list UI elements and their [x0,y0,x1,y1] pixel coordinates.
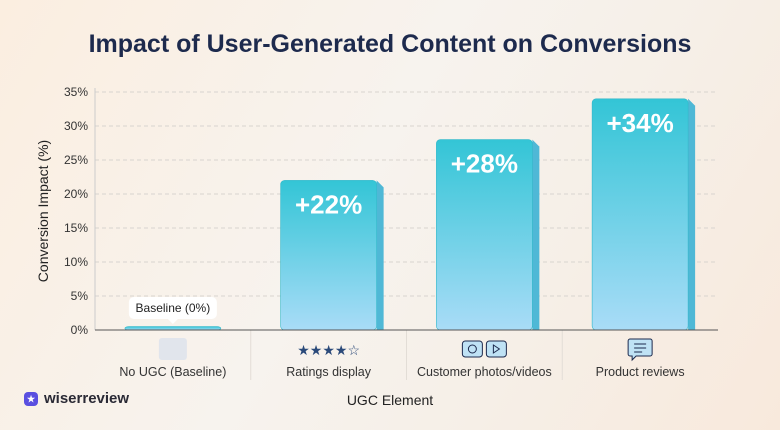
baseline-annotation: Baseline (0%) [136,301,211,315]
bar-data-label: +28% [451,149,518,179]
chat-review-icon [627,338,653,362]
x-tick-label: Customer photos/videos [417,365,552,379]
y-axis-label: Conversion Impact (%) [35,140,51,282]
y-tick-label: 20% [64,187,88,201]
bar-data-label: +34% [607,108,674,138]
camera-video-icon [461,340,483,358]
video-icon [485,340,507,358]
y-tick-label: 5% [71,289,89,303]
bar [124,326,222,331]
chart-title: Impact of User-Generated Content on Conv… [88,30,692,58]
camera-lens [467,344,477,354]
annotation-box [128,297,217,319]
y-tick-label: 15% [64,221,88,235]
star-logo-icon: ★ [24,391,38,406]
y-tick-label: 10% [64,255,88,269]
y-tick-label: 30% [64,119,88,133]
play-icon [492,344,501,354]
x-tick-label: Product reviews [596,365,685,379]
y-tick-label: 25% [64,153,88,167]
y-tick-label: 35% [64,85,88,99]
bar-data-label: +22% [295,189,362,219]
blank-placeholder-icon [158,338,187,360]
x-tick-label: Ratings display [286,365,372,379]
annotation-pointer [167,319,178,324]
x-tick-label: No UGC (Baseline) [119,365,226,379]
bar-side [688,98,696,330]
brand-logo: ★ wiserreview [24,390,129,407]
star-rating-icon: ★★★★☆ [297,342,360,358]
x-axis-label: UGC Element [347,392,433,408]
y-tick-label: 0% [71,323,89,337]
brand-name: wiserreview [44,390,130,407]
bar-side [532,139,540,330]
bar-side [376,180,384,330]
